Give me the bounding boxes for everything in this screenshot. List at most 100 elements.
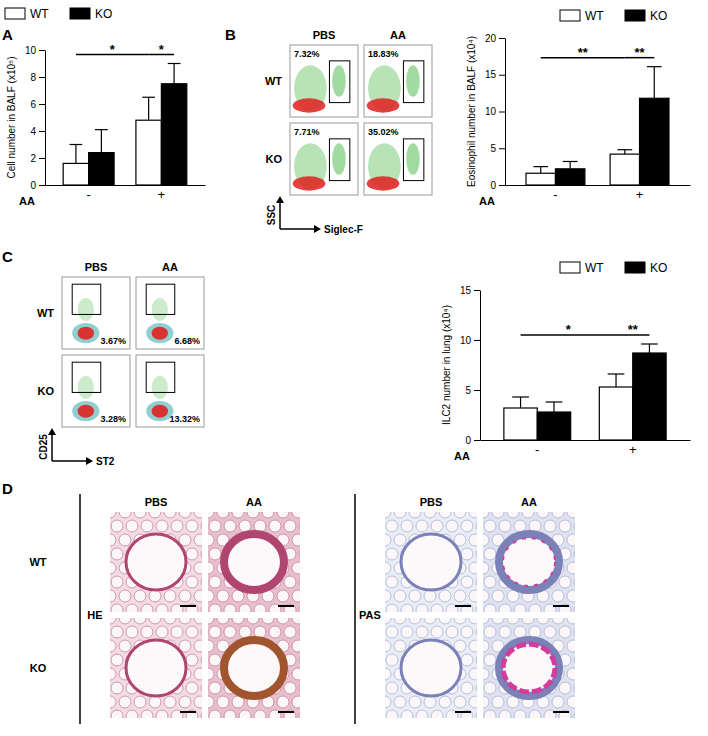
alveolus — [552, 618, 564, 624]
alveolus — [446, 520, 458, 532]
alveolus — [454, 512, 466, 518]
alveolus — [299, 520, 300, 532]
error-cap — [512, 396, 529, 397]
alveolus — [529, 604, 541, 612]
scale-bar — [180, 711, 196, 713]
alveolus — [574, 682, 575, 694]
alveolus — [209, 576, 221, 588]
alveolus — [224, 520, 236, 532]
bar — [610, 154, 639, 185]
histology-panel: WTKOHEPBSAAPASPBSAA — [29, 494, 586, 724]
column-header: PBS — [85, 261, 108, 273]
alveolus — [439, 618, 451, 624]
error-bar — [615, 374, 616, 387]
alveolus — [208, 668, 214, 680]
tick-mark — [474, 290, 480, 291]
flow-frame — [290, 45, 358, 117]
alveolus — [385, 618, 391, 624]
alveolus — [208, 640, 214, 652]
alveolus — [299, 576, 300, 588]
alveolus — [431, 520, 443, 532]
alveolus — [401, 520, 413, 532]
significance-label: ** — [634, 45, 645, 60]
legend-swatch — [560, 262, 580, 273]
alveolus — [454, 590, 466, 602]
alveolus — [209, 604, 221, 612]
legend-label: WT — [30, 7, 49, 21]
separator — [79, 494, 81, 724]
alveolus — [424, 696, 436, 708]
alveolus — [461, 682, 473, 694]
alveolus — [292, 562, 300, 574]
alveolus — [537, 512, 549, 518]
legend-label: KO — [95, 7, 112, 21]
flow-events — [146, 298, 173, 343]
tick-label: + — [636, 187, 644, 202]
gate — [403, 61, 423, 103]
alveolus — [469, 562, 477, 574]
alveolus — [269, 520, 281, 532]
alveolus — [409, 512, 421, 518]
error-cap — [617, 149, 632, 150]
gate-percent: 13.32% — [169, 414, 200, 424]
gate-percent: 3.67% — [100, 336, 126, 346]
alveolus — [409, 696, 421, 708]
alveolus — [292, 618, 300, 624]
alveolus — [476, 710, 477, 718]
alveolus — [164, 696, 176, 708]
axis-line — [480, 291, 481, 441]
alveolus — [247, 618, 259, 624]
event-cloud — [146, 323, 173, 343]
alveolus — [409, 618, 421, 624]
alveolus — [446, 626, 458, 638]
legend-label: WT — [585, 261, 604, 275]
tissue — [483, 512, 575, 612]
error-cap — [641, 343, 658, 344]
flow-frame — [136, 355, 204, 427]
arrow-head — [314, 225, 321, 233]
alveolus — [492, 618, 504, 624]
axis-line — [505, 39, 506, 186]
alveolus — [476, 626, 477, 638]
row-label: KO — [30, 662, 47, 674]
legend: WTKO — [560, 9, 667, 23]
panel-letter: D — [2, 480, 13, 497]
alveolus — [110, 668, 116, 680]
error-cap — [142, 97, 155, 98]
alveolus — [386, 682, 398, 694]
alveolus — [186, 654, 198, 666]
alveolus — [469, 640, 477, 652]
alveolus — [559, 576, 571, 588]
bar-chart: 05101520-+AAEosinophil number in BALF (x… — [466, 9, 691, 207]
alveolus — [111, 710, 123, 718]
alveolus — [208, 618, 214, 624]
alveolus — [224, 604, 236, 612]
column-header: AA — [521, 496, 537, 508]
alveolus — [262, 512, 274, 518]
y-tick: 15 — [485, 69, 505, 80]
tick-mark — [474, 340, 480, 341]
alveolus — [209, 626, 221, 638]
scale-bar — [180, 605, 196, 607]
legend-swatch — [5, 8, 25, 19]
alveolus — [111, 520, 123, 532]
micrograph — [385, 618, 477, 718]
alveolus — [401, 604, 413, 612]
gate-percent: 18.83% — [368, 49, 399, 59]
event-cloud — [406, 65, 420, 97]
flow-events — [293, 143, 346, 191]
alveolus — [299, 710, 300, 718]
alveolus — [461, 548, 473, 560]
bar — [504, 408, 537, 440]
alveolus — [119, 640, 131, 652]
alveolus — [171, 520, 183, 532]
alveolus — [483, 512, 489, 518]
micrograph — [110, 512, 202, 612]
alveolus — [416, 710, 428, 718]
alveolus — [483, 562, 489, 574]
bar — [633, 353, 666, 440]
airway-wall — [401, 534, 461, 590]
alveolus — [186, 682, 198, 694]
alveolus — [385, 512, 391, 518]
y-tick: 10 — [460, 335, 480, 346]
